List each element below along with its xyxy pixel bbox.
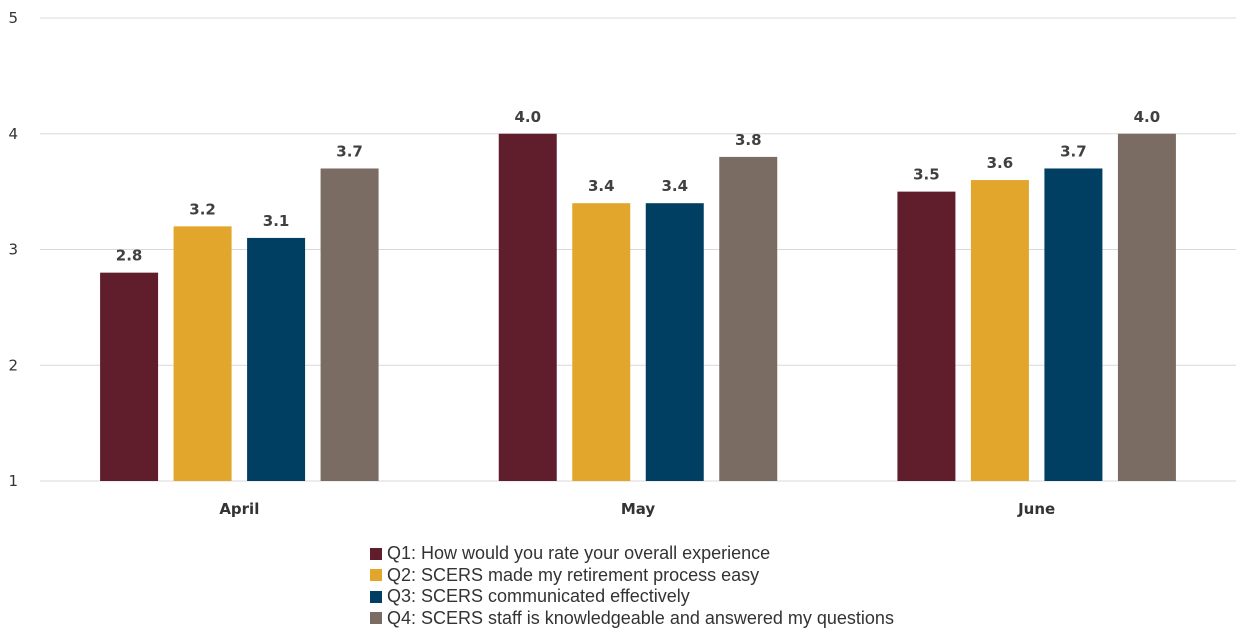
data-label-may-q1: 4.0 bbox=[514, 108, 541, 126]
legend-swatch-q2 bbox=[370, 569, 382, 581]
bar-april-q3 bbox=[247, 238, 305, 481]
data-label-april-q1: 2.8 bbox=[116, 247, 143, 265]
y-tick-label-3: 3 bbox=[8, 241, 18, 259]
data-label-june-q2: 3.6 bbox=[987, 154, 1014, 172]
y-tick-label-5: 5 bbox=[8, 9, 18, 27]
x-axis-categories: April May June bbox=[219, 500, 1055, 518]
data-label-may-q3: 3.4 bbox=[661, 177, 688, 195]
legend-label-q3: Q3: SCERS communicated effectively bbox=[387, 586, 690, 607]
bar-june-q2 bbox=[971, 180, 1029, 481]
x-category-label-april: April bbox=[219, 500, 259, 518]
data-label-april-q4: 3.7 bbox=[336, 142, 363, 160]
legend-label-q4: Q4: SCERS staff is knowledgeable and ans… bbox=[387, 608, 894, 629]
data-label-april-q2: 3.2 bbox=[189, 200, 216, 218]
data-label-april-q3: 3.1 bbox=[263, 212, 290, 230]
legend-swatch-q4 bbox=[370, 612, 382, 624]
bar-june-q1 bbox=[897, 192, 955, 481]
data-label-june-q4: 4.0 bbox=[1134, 108, 1161, 126]
data-label-may-q2: 3.4 bbox=[588, 177, 615, 195]
legend: Q1: How would you rate your overall expe… bbox=[370, 543, 894, 629]
legend-swatch-q1 bbox=[370, 548, 382, 560]
legend-swatch-q3 bbox=[370, 591, 382, 603]
bar-april-q1 bbox=[100, 273, 158, 481]
legend-item-q1: Q1: How would you rate your overall expe… bbox=[370, 543, 894, 565]
bar-may-q4 bbox=[719, 157, 777, 481]
bar-may-q3 bbox=[646, 203, 704, 481]
bar-may-q1 bbox=[499, 134, 557, 481]
bar-chart: 1 2 3 4 5 2.8 3.2 3.1 3.7 4.0 3.4 3.4 3.8 3.5 3.6 3.7 4… bbox=[0, 0, 1239, 540]
data-label-june-q3: 3.7 bbox=[1060, 142, 1087, 160]
x-category-label-june: June bbox=[1017, 500, 1055, 518]
y-tick-label-2: 2 bbox=[8, 356, 18, 374]
data-label-may-q4: 3.8 bbox=[735, 131, 762, 149]
legend-label-q2: Q2: SCERS made my retirement process eas… bbox=[387, 565, 759, 586]
y-tick-label-4: 4 bbox=[8, 125, 18, 143]
bar-april-q2 bbox=[174, 226, 232, 481]
x-category-label-may: May bbox=[621, 500, 656, 518]
legend-label-q1: Q1: How would you rate your overall expe… bbox=[387, 543, 770, 564]
y-tick-label-1: 1 bbox=[8, 472, 18, 490]
bar-april-q4 bbox=[321, 168, 379, 481]
data-label-june-q1: 3.5 bbox=[913, 166, 940, 184]
bar-june-q4 bbox=[1118, 134, 1176, 481]
bar-june-q3 bbox=[1044, 168, 1102, 481]
y-axis-ticks: 1 2 3 4 5 bbox=[8, 9, 18, 490]
legend-item-q4: Q4: SCERS staff is knowledgeable and ans… bbox=[370, 608, 894, 629]
legend-item-q2: Q2: SCERS made my retirement process eas… bbox=[370, 565, 894, 587]
legend-item-q3: Q3: SCERS communicated effectively bbox=[370, 586, 894, 608]
bar-may-q2 bbox=[572, 203, 630, 481]
bars bbox=[100, 134, 1176, 481]
